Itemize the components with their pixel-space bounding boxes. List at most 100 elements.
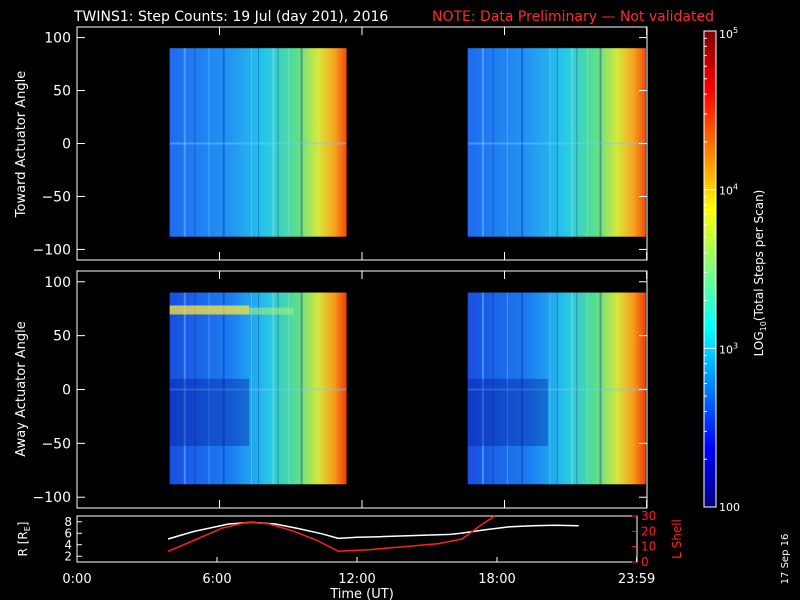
away-x-ticks [76, 271, 648, 508]
away-ytick-label: 0 [62, 383, 71, 399]
toward-streak [194, 48, 196, 237]
away-streak [288, 292, 290, 485]
toward-streak [272, 48, 275, 237]
toward-zero-angle-band [169, 142, 347, 145]
toward-streak [506, 48, 508, 237]
away-ytick-label: 100 [44, 275, 71, 291]
toward-streak [599, 48, 602, 237]
toward-streak [571, 48, 573, 237]
toward-streak [556, 48, 558, 237]
colorbar-ticks: 100 103 104 105 [704, 26, 740, 514]
toward-streak [492, 48, 494, 237]
away-high-angle-band-tail [249, 307, 294, 315]
away-block-1 [169, 292, 347, 485]
away-zero-angle-band [169, 388, 347, 391]
away-dark-region [169, 378, 250, 446]
l-shell-line [167, 515, 496, 553]
toward-streak [251, 48, 253, 237]
time-tick-label: 23:59 [618, 572, 655, 587]
away-streak [258, 292, 260, 485]
time-axis-label: Time (UT) [329, 587, 394, 600]
away-streak [194, 292, 196, 485]
away-streak [208, 292, 210, 485]
orbit-lines [167, 515, 579, 553]
colorbar-label: LOG10(Total Steps per Scan) [752, 190, 768, 357]
away-streak [251, 292, 253, 485]
toward-ytick-label: −100 [33, 242, 71, 258]
away-zero-angle-band [467, 388, 646, 391]
toward-streak [587, 48, 589, 237]
toward-streak [521, 48, 524, 237]
away-high-angle-band [169, 305, 250, 315]
colorbar-tick-label: 103 [719, 341, 738, 356]
away-ytick-label: −50 [41, 436, 71, 452]
away-streak [587, 292, 589, 485]
orbit-r-axis-label: R [RE] [16, 522, 32, 557]
chart-title: TWINS1: Step Counts: 19 Jul (day 201), 2… [73, 9, 388, 25]
toward-streak [258, 48, 260, 237]
away-dark-region [467, 378, 548, 446]
away-streak [277, 292, 279, 485]
away-streak [599, 292, 602, 485]
colorbar-tick-label: 105 [719, 26, 738, 41]
time-tick-label: 18:00 [478, 572, 515, 587]
away-streak [300, 292, 303, 485]
orbit-x-ticks: 0:00 6:00 12:00 18:00 23:59 [62, 557, 655, 587]
away-streak [481, 292, 484, 485]
away-streak [222, 292, 225, 485]
toward-streak [481, 48, 484, 237]
away-streak [576, 292, 578, 485]
colorbar-gradient [703, 30, 717, 508]
toward-ytick-label: 100 [44, 31, 71, 47]
away-y-ticks: 100 50 0 −50 −100 [33, 275, 647, 506]
panel-away: 100 50 0 −50 −100 Away Actuator Angle [14, 270, 648, 509]
time-tick-label: 6:00 [202, 572, 231, 587]
orbit-lshell-tick-label: 20 [641, 524, 656, 538]
toward-streak [277, 48, 279, 237]
r-distance-line [460, 524, 579, 535]
away-streak [183, 292, 186, 485]
away-ytick-label: 50 [53, 329, 71, 345]
away-streak [571, 292, 573, 485]
toward-streak [549, 48, 551, 237]
toward-streak [183, 48, 186, 237]
orbit-lshell-tick-label: 30 [641, 509, 656, 523]
toward-y-axis-label: Toward Actuator Angle [14, 71, 29, 218]
toward-heatmap [169, 48, 646, 237]
toward-zero-angle-band [467, 142, 646, 145]
colorbar-tick-label: 100 [719, 501, 740, 514]
toward-streak [300, 48, 303, 237]
away-y-axis-label: Away Actuator Angle [14, 321, 29, 456]
away-block-fill [169, 292, 347, 485]
toward-x-ticks [76, 27, 648, 260]
panel-toward: 100 50 0 −50 −100 Toward Actuator Angle [14, 26, 648, 261]
time-tick-label: 12:00 [338, 572, 375, 587]
toward-streak [288, 48, 290, 237]
away-heatmap [169, 292, 646, 485]
away-streak [556, 292, 558, 485]
time-tick-label: 0:00 [62, 572, 91, 587]
toward-y-ticks: 100 50 0 −50 −100 [33, 31, 647, 258]
orbit-lshell-tick-label: 10 [641, 540, 656, 554]
orbit-r-tick-label: 2 [64, 549, 72, 563]
orbit-r-tick-label: 8 [64, 515, 72, 529]
toward-ytick-label: 0 [62, 137, 71, 153]
toward-streak [208, 48, 210, 237]
away-streak [272, 292, 275, 485]
away-streak [506, 292, 508, 485]
generation-date-stamp: 17 Sep 16 [780, 534, 791, 585]
colorbar: 100 103 104 105 LOG10(Total Steps per Scan) [703, 26, 768, 514]
r-distance-line [167, 521, 461, 540]
orbit-lshell-axis-label: L Shell [670, 519, 684, 559]
toward-block-2 [467, 48, 646, 237]
away-streak [521, 292, 524, 485]
toward-block-fill [467, 48, 646, 237]
away-block-fill [467, 292, 646, 485]
toward-block-fill [169, 48, 347, 237]
away-streak [549, 292, 551, 485]
toward-block-1 [169, 48, 347, 237]
